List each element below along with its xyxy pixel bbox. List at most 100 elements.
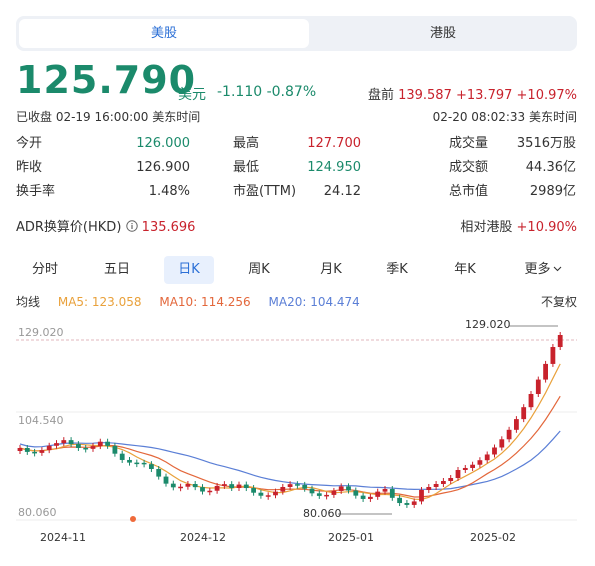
candle-body <box>360 495 366 499</box>
candle-body <box>514 419 519 430</box>
candle-body <box>251 488 256 493</box>
ma20-label: MA20: 104.474 <box>268 295 360 309</box>
candle-body <box>528 394 534 408</box>
candle-body <box>382 489 388 492</box>
candle-body <box>448 478 454 481</box>
event-marker-dot <box>130 516 136 522</box>
candle-body <box>141 462 147 465</box>
candle-body <box>214 485 220 491</box>
candle-body <box>280 486 286 492</box>
stat-volume: 成交量 3516万股 <box>449 136 576 151</box>
candle-body <box>477 460 483 465</box>
candle-body <box>265 495 271 497</box>
period-weekly[interactable]: 周K <box>248 262 270 277</box>
tab-hk-stock[interactable]: 港股 <box>429 26 456 41</box>
stat-low: 最低 124.950 <box>233 160 361 175</box>
period-more-label: 更多 <box>524 262 551 277</box>
candle-body <box>273 491 278 496</box>
candle-body <box>236 484 242 489</box>
x-tick-feb: 2025-02 <box>470 531 516 544</box>
market-segmented-control: 美股 港股 <box>16 16 577 51</box>
ma-title: 均线 <box>16 295 41 309</box>
y-tick-top: 129.020 <box>18 326 64 339</box>
stat-pe-ttm: 市盈(TTM) 24.12 <box>233 184 361 199</box>
premarket-label: 盘前 <box>367 88 394 103</box>
period-5day[interactable]: 五日 <box>103 262 130 277</box>
x-tick-jan: 2025-01 <box>328 531 374 544</box>
candle-body <box>316 493 322 496</box>
candle-body <box>324 494 329 497</box>
candle-body <box>258 492 264 496</box>
info-icon[interactable] <box>125 220 138 232</box>
candle-body <box>462 467 468 470</box>
candle-body <box>46 445 52 451</box>
change-percent: -0.87% <box>266 84 317 100</box>
premarket-quote: 盘前 139.587 +13.797 +10.97% <box>368 84 577 103</box>
period-yearly[interactable]: 年K <box>454 262 476 277</box>
candle-body <box>543 363 548 380</box>
adr-price: ADR换算价(HKD) 135.696 <box>16 216 195 235</box>
candle-body <box>287 484 293 487</box>
y-tick-mid: 104.540 <box>18 414 64 427</box>
candle-body <box>39 450 45 453</box>
candle-body <box>229 484 235 489</box>
price-change: -1.110 -0.87% <box>217 84 316 100</box>
candle-body <box>32 451 37 454</box>
candle-body <box>17 448 23 451</box>
candle-body <box>557 335 563 348</box>
candle-body <box>156 468 162 477</box>
tab-us-stock[interactable]: 美股 <box>19 19 309 48</box>
period-quarterly[interactable]: 季K <box>386 262 408 277</box>
ma10-line <box>19 395 561 498</box>
candle-body <box>302 484 308 489</box>
candle-body <box>97 441 103 447</box>
period-monthly[interactable]: 月K <box>320 262 342 277</box>
period-tabs: 分时 五日 日K 周K 月K 季K 年K 更多 <box>16 256 577 284</box>
candle-body <box>484 454 490 461</box>
chevron-down-icon <box>553 266 561 272</box>
candle-body <box>105 441 110 446</box>
candle-body <box>178 486 183 489</box>
candle-body <box>149 464 154 469</box>
premarket-price: 139.587 <box>398 88 452 103</box>
premarket-percent: +10.97% <box>516 88 577 103</box>
candle-body <box>309 488 315 494</box>
ma5-label: MA5: 123.058 <box>57 295 142 309</box>
candle-body <box>295 484 300 486</box>
premarket-time: 02-20 08:02:33 美东时间 <box>432 110 577 124</box>
stat-prev-close: 昨收 126.900 <box>16 160 190 175</box>
stat-market-cap: 总市值 2989亿 <box>449 184 576 199</box>
candle-body <box>499 439 505 448</box>
candle-body <box>535 379 541 394</box>
candle-body <box>419 490 424 502</box>
ma5-line <box>19 363 561 501</box>
candle-body <box>127 459 132 463</box>
relative-hk: 相对港股 +10.90% <box>460 216 577 235</box>
stat-turnover: 成交额 44.36亿 <box>449 160 576 175</box>
candle-body <box>200 487 205 492</box>
candle-body <box>24 448 30 452</box>
candle-body <box>550 347 556 364</box>
candle-body <box>222 484 227 486</box>
period-more[interactable]: 更多 <box>516 256 570 284</box>
period-intraday[interactable]: 分时 <box>31 262 58 277</box>
candle-body <box>331 490 337 495</box>
candle-body <box>397 497 402 504</box>
candle-body <box>54 443 59 446</box>
ma-legend: 均线 MA5: 123.058 MA10: 114.256 MA20: 104.… <box>16 293 374 310</box>
last-price: 125.790 <box>16 58 197 102</box>
adjust-toggle[interactable]: 不复权 <box>540 295 577 309</box>
candle-body <box>506 429 512 440</box>
candle-body <box>90 446 96 449</box>
candle-body <box>83 447 89 450</box>
period-daily[interactable]: 日K <box>164 256 214 284</box>
candle-body <box>134 462 140 465</box>
candle-body <box>163 476 169 484</box>
stat-turnover-rate: 换手率 1.48% <box>16 184 190 199</box>
relative-hk-value: +10.90% <box>516 220 577 235</box>
candle-body <box>61 440 67 444</box>
candle-body <box>353 490 359 496</box>
ma10-label: MA10: 114.256 <box>159 295 251 309</box>
candle-body <box>492 447 497 455</box>
candle-body <box>389 489 395 498</box>
